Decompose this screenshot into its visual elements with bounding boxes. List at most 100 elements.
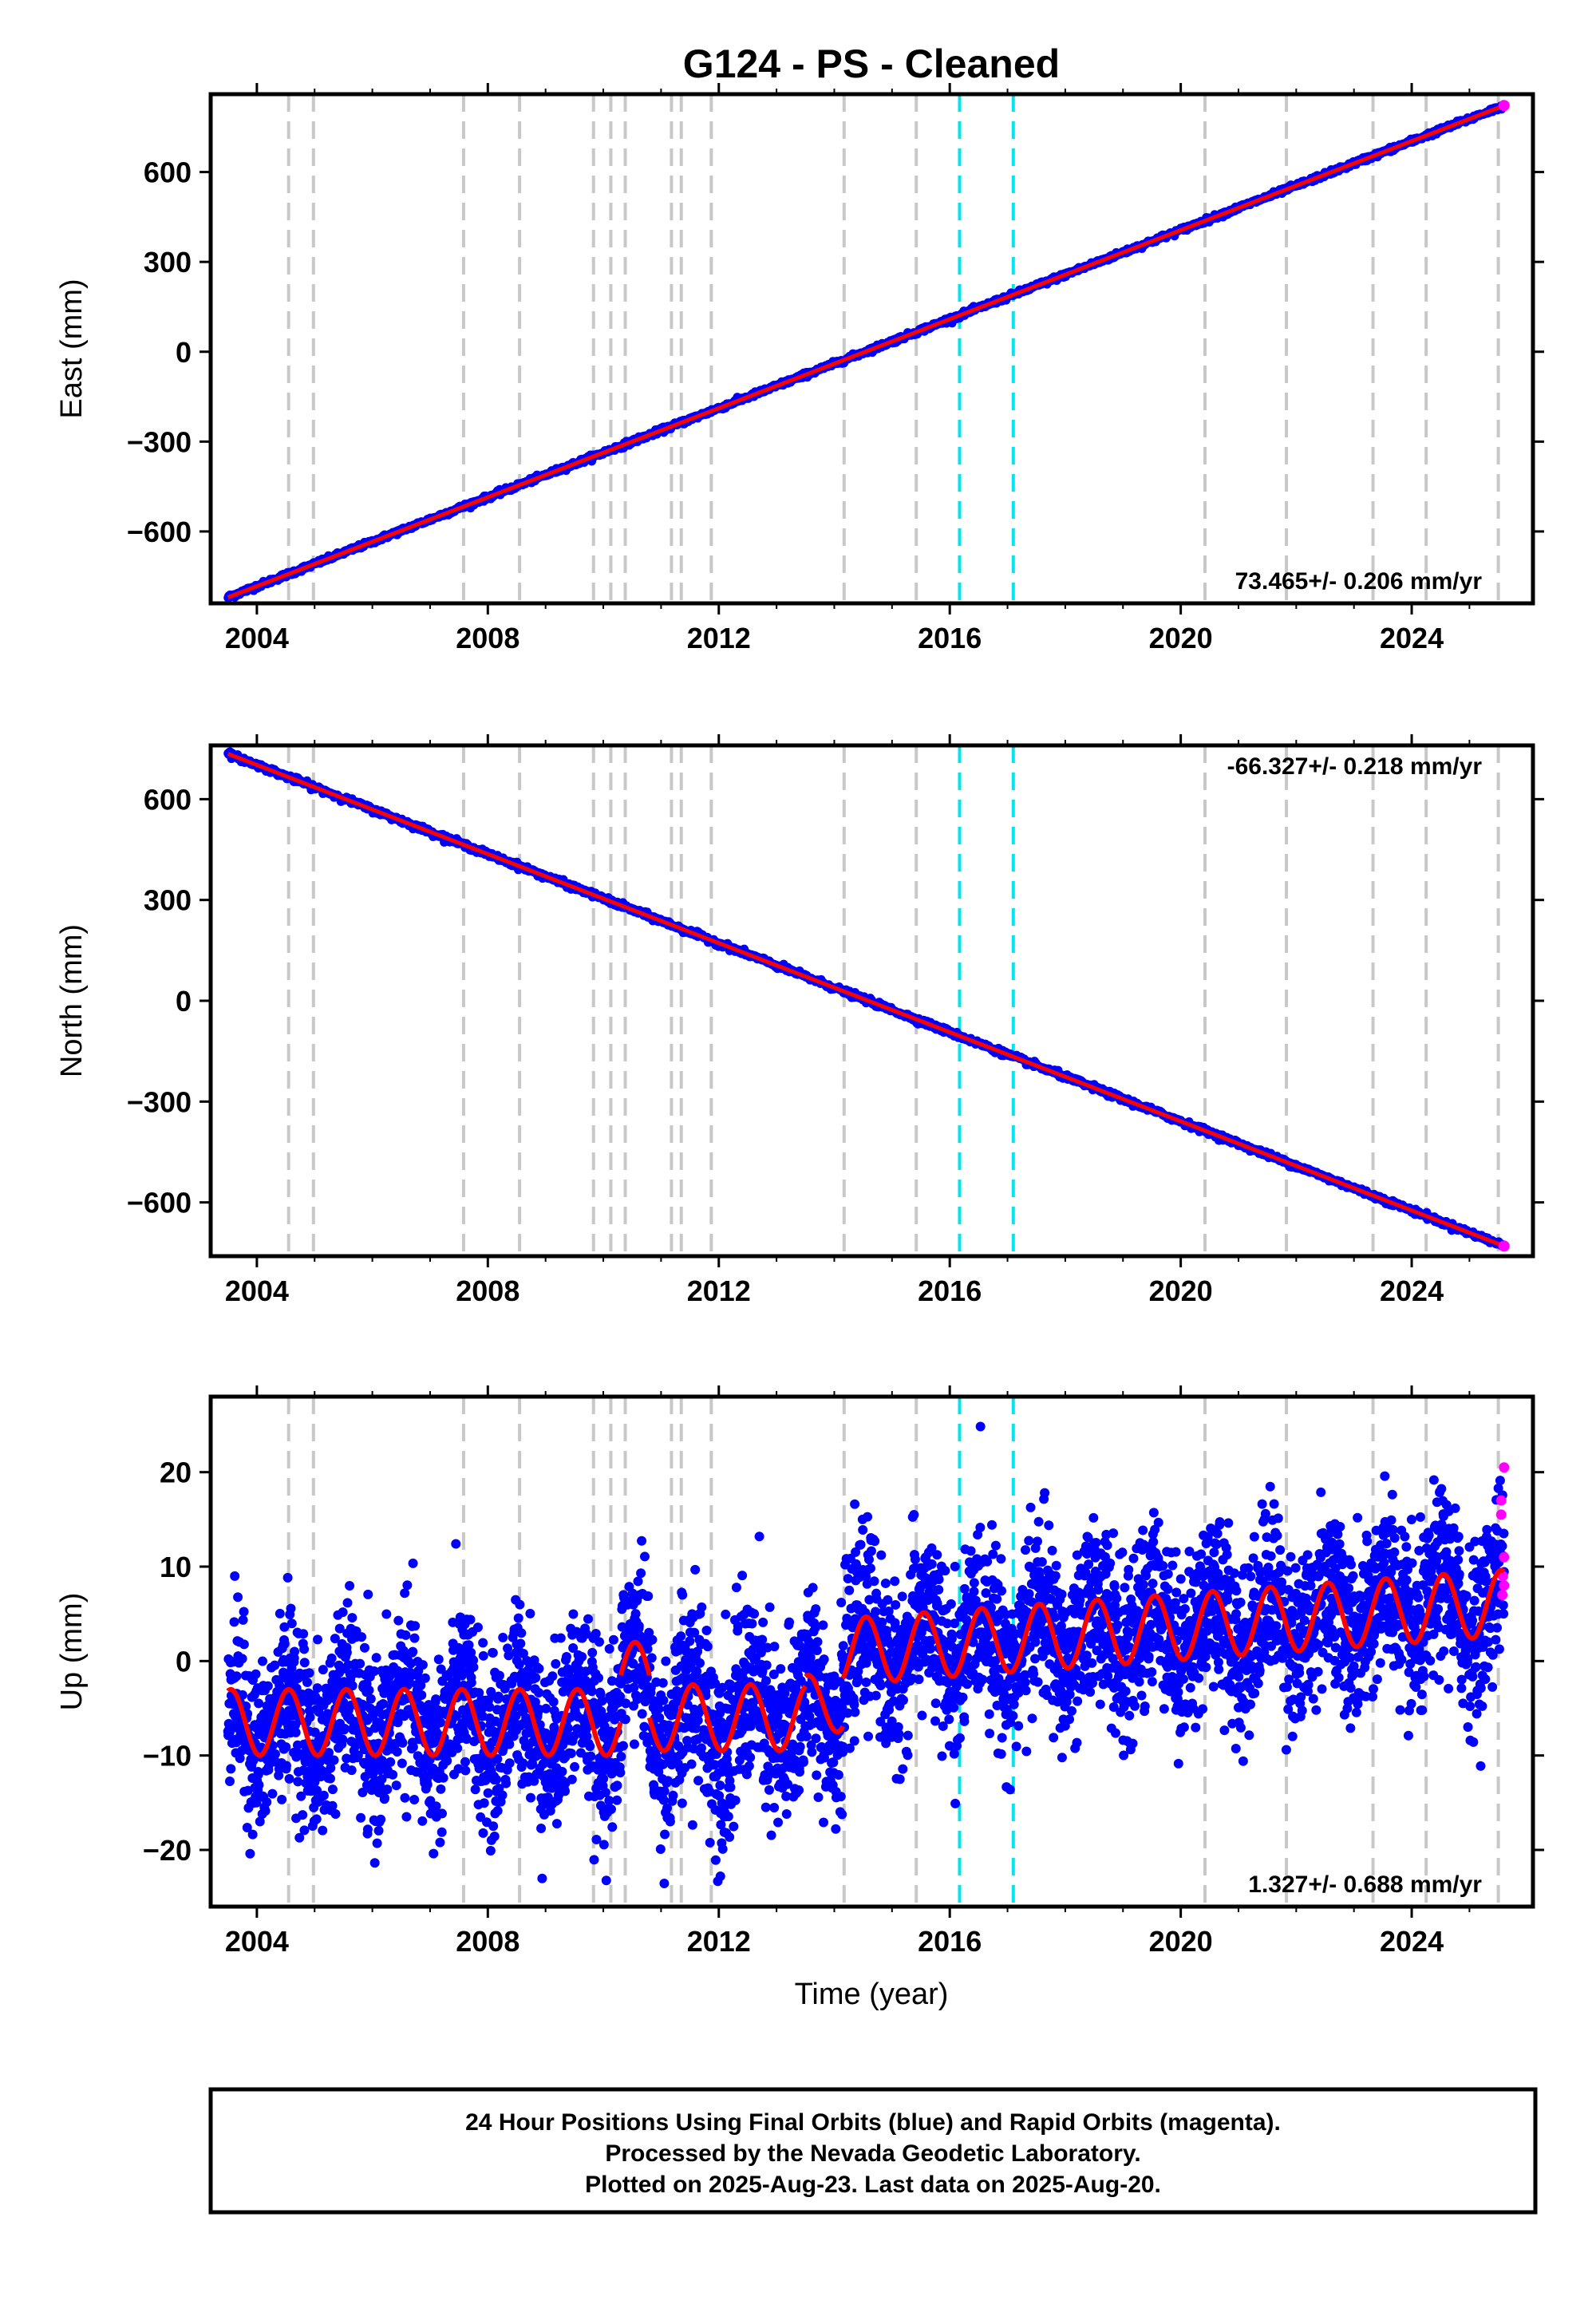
data-point — [408, 1646, 418, 1657]
data-point — [373, 1825, 384, 1836]
x-tick-label: 2020 — [1149, 1275, 1213, 1307]
data-point — [422, 1779, 433, 1789]
data-point — [326, 1653, 337, 1663]
data-point — [346, 1765, 357, 1776]
data-point — [435, 1837, 445, 1848]
data-point — [263, 1681, 273, 1691]
data-point — [258, 1656, 268, 1666]
data-point — [393, 1615, 404, 1626]
data-point — [472, 1622, 483, 1633]
data-point — [466, 1678, 476, 1688]
data-point — [330, 1809, 341, 1820]
data-point — [492, 1805, 503, 1816]
data-point — [226, 1764, 236, 1774]
data-point — [460, 1757, 470, 1767]
data-point — [325, 1773, 335, 1784]
y-tick-label: 0 — [176, 336, 192, 369]
data-point — [402, 1580, 413, 1591]
data-point — [299, 1644, 310, 1654]
data-point — [231, 1671, 242, 1682]
y-tick-label: −300 — [127, 425, 192, 458]
data-point — [417, 1690, 427, 1700]
data-point — [281, 1742, 291, 1753]
x-tick-label: 2024 — [1380, 1275, 1444, 1307]
data-point — [431, 1694, 441, 1705]
data-point — [338, 1734, 348, 1745]
data-point — [299, 1658, 310, 1668]
data-point — [298, 1810, 308, 1820]
data-point — [400, 1792, 410, 1803]
data-point — [429, 1848, 439, 1859]
data-point — [369, 1858, 380, 1868]
data-point — [327, 1784, 338, 1795]
data-point — [488, 1821, 499, 1832]
data-point — [433, 1654, 444, 1665]
data-point — [365, 1694, 376, 1704]
data-point — [420, 1673, 430, 1683]
data-point — [312, 1683, 322, 1694]
data-point — [260, 1806, 271, 1816]
y-tick-label: −600 — [127, 1187, 192, 1219]
data-point — [275, 1608, 285, 1618]
data-point — [504, 1758, 515, 1769]
data-point — [410, 1621, 421, 1631]
data-point — [254, 1698, 264, 1709]
data-point — [233, 1592, 243, 1603]
data-point — [318, 1665, 328, 1675]
data-point — [313, 1634, 323, 1645]
x-tick-label: 2012 — [687, 1275, 751, 1307]
data-point — [281, 1761, 291, 1771]
y-axis-label: North (mm) — [55, 924, 89, 1077]
data-point — [378, 1699, 389, 1709]
rapid-orbit-point — [1498, 1240, 1510, 1252]
data-point — [478, 1650, 488, 1661]
data-point — [359, 1642, 369, 1653]
data-point — [417, 1816, 428, 1826]
data-point — [397, 1758, 407, 1769]
y-tick-label: 600 — [144, 783, 192, 816]
data-point — [345, 1580, 355, 1591]
data-point — [342, 1598, 353, 1608]
data-point — [391, 1780, 401, 1791]
data-point — [483, 1788, 493, 1798]
data-point — [489, 1832, 500, 1842]
data-point — [290, 1727, 301, 1737]
data-point — [298, 1629, 309, 1639]
data-point — [492, 1774, 502, 1784]
data-points — [223, 1421, 1509, 1889]
data-point — [251, 1669, 261, 1679]
data-point — [282, 1572, 293, 1583]
data-point — [436, 1784, 446, 1794]
x-tick-label: 2016 — [918, 622, 982, 654]
model-line — [227, 752, 1505, 1248]
data-point — [498, 1632, 508, 1642]
data-point — [262, 1797, 272, 1808]
data-point — [451, 1539, 461, 1549]
data-point — [362, 1824, 373, 1835]
data-point — [437, 1827, 447, 1837]
data-point — [338, 1607, 348, 1618]
data-point — [339, 1724, 350, 1734]
data-point — [311, 1814, 322, 1824]
data-point — [388, 1769, 398, 1780]
data-point — [401, 1812, 412, 1822]
chart-title: G124 - PS - Cleaned — [683, 41, 1060, 86]
data-point — [318, 1790, 329, 1800]
data-point — [277, 1794, 287, 1804]
data-point — [305, 1712, 315, 1722]
data-point — [385, 1757, 396, 1767]
data-point — [355, 1658, 365, 1669]
y-tick-label: 300 — [144, 246, 192, 279]
data-point — [504, 1739, 515, 1749]
data-point — [376, 1814, 386, 1824]
north-panel: 2004 2008 2012 2016 2020 20246003000−300−600N… — [55, 734, 1544, 1307]
x-tick-label: 2020 — [1149, 622, 1213, 654]
data-point — [470, 1784, 480, 1795]
data-point — [347, 1613, 358, 1623]
data-point — [479, 1798, 489, 1808]
east-panel: 2004 2008 2012 2016 2020 20246003000−300−600E… — [55, 83, 1544, 654]
data-point — [357, 1632, 367, 1642]
data-point — [381, 1609, 392, 1619]
data-point — [286, 1618, 297, 1629]
